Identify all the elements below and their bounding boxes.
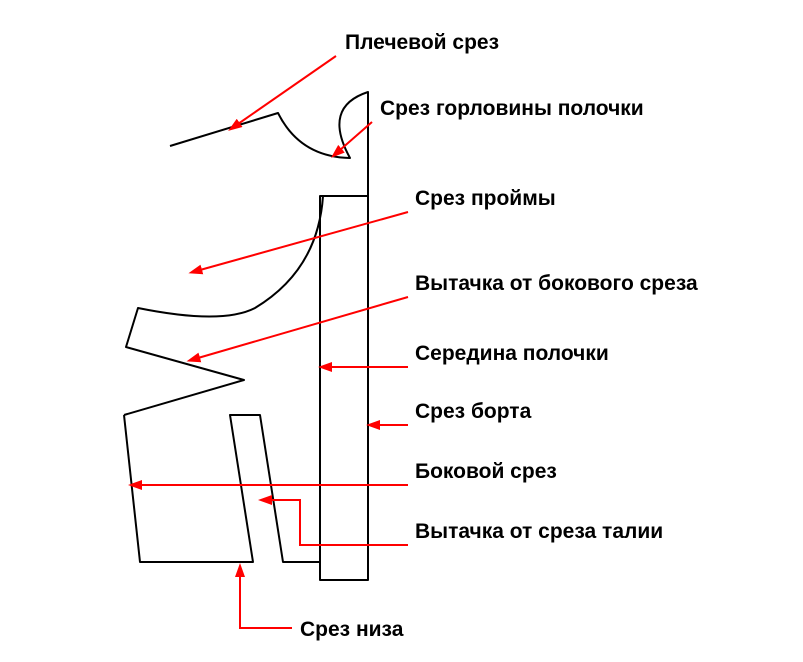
neckline-label: Срез горловины полочки <box>380 97 644 120</box>
pattern-outline <box>124 92 368 580</box>
callout-labels: Плечевой срез Срез горловины полочки Срез … <box>300 31 698 641</box>
center-front-label: Середина полочки <box>415 342 609 365</box>
side-dart-label: Вытачка от бокового среза <box>415 272 698 295</box>
hem-arrow <box>240 575 292 628</box>
waist-dart-arrow <box>270 500 408 545</box>
shoulder-label: Плечевой срез <box>345 31 499 54</box>
front-edge-label: Срез борта <box>415 400 532 423</box>
shoulder-arrow <box>238 56 336 124</box>
hem-label: Срез низа <box>300 618 404 641</box>
armhole-label: Срез проймы <box>415 187 556 210</box>
side-seam-label: Боковой срез <box>415 460 557 483</box>
side-dart-arrow <box>198 297 408 358</box>
pattern-diagram: Плечевой срез Срез горловины полочки Срез … <box>0 0 803 662</box>
waist-dart-label: Вытачка от среза талии <box>415 520 663 543</box>
